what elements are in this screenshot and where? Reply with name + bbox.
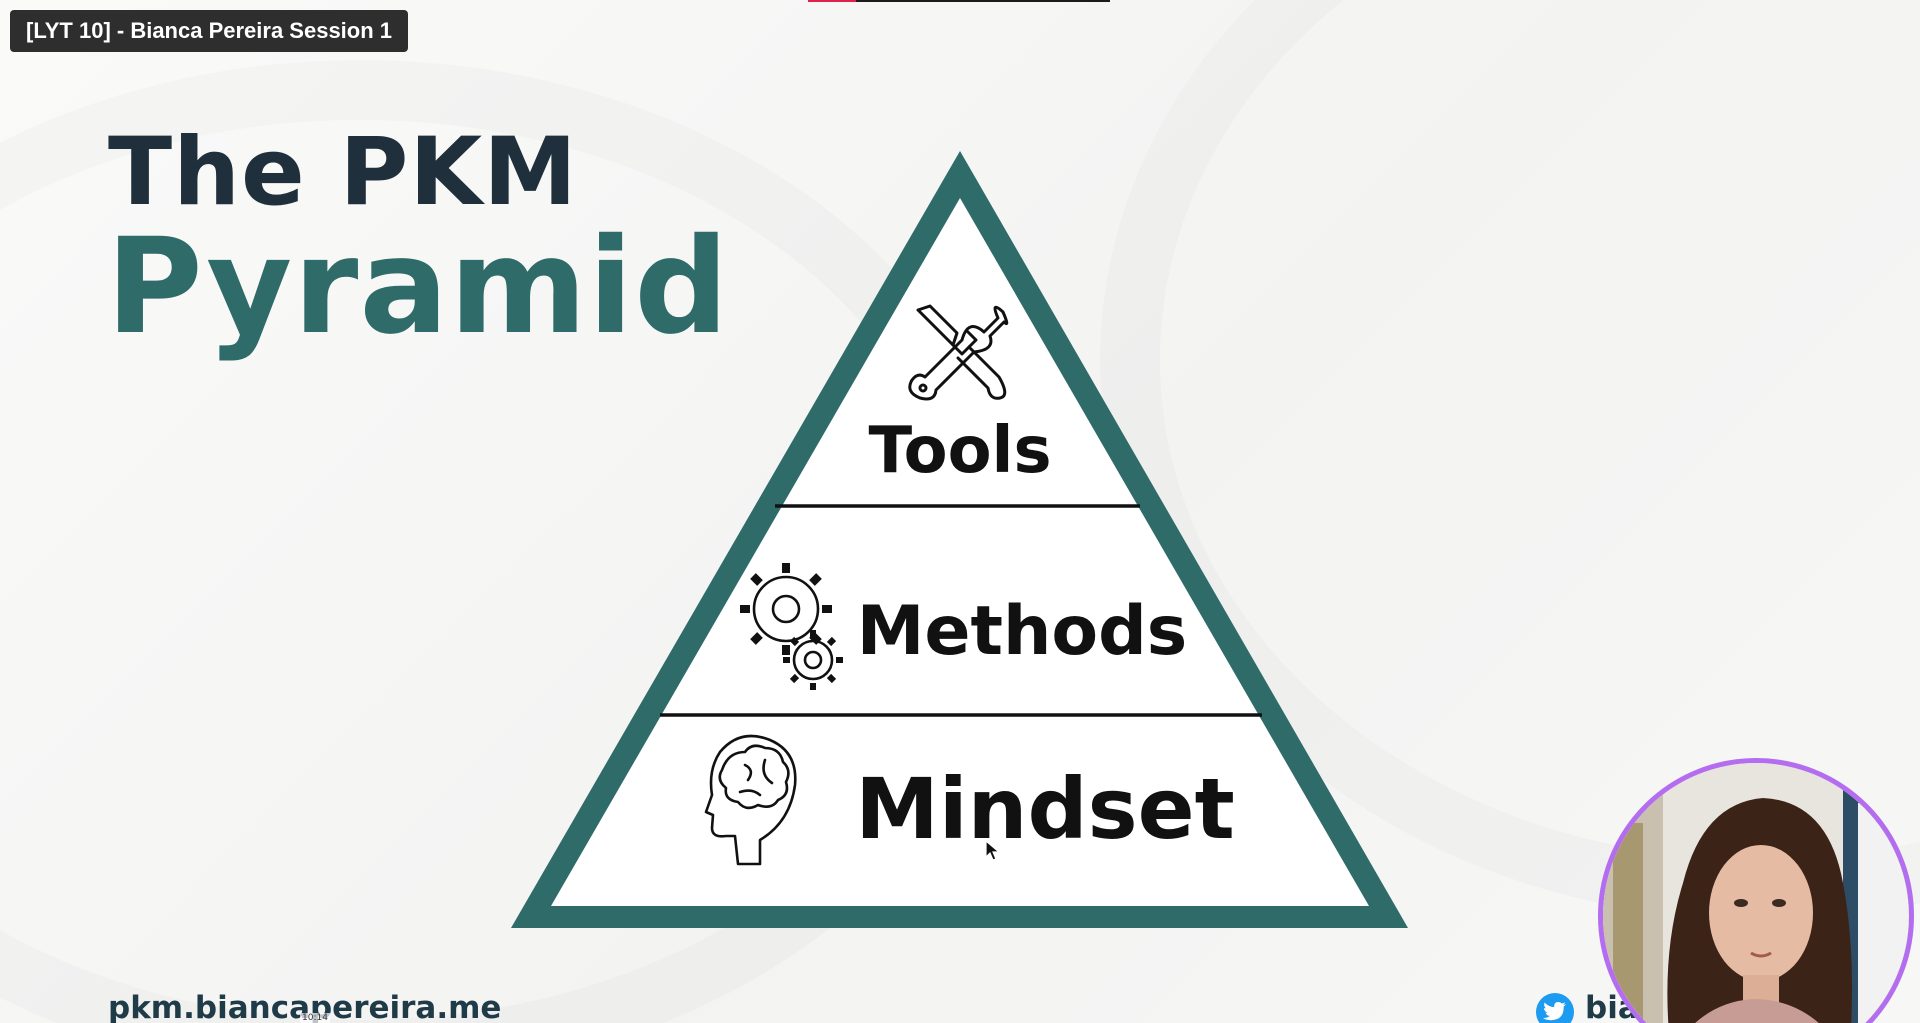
tools-icon	[908, 304, 1009, 401]
slide-title-line1: The PKM	[108, 118, 578, 227]
gears-icon	[740, 563, 843, 690]
presenter-video-frame	[1603, 763, 1909, 1023]
head-brain-icon	[704, 734, 797, 866]
video-timestamp: 10:14	[300, 1013, 330, 1023]
pyramid-inner	[551, 198, 1369, 906]
mouse-cursor-icon	[985, 840, 1001, 861]
slide-title-line2: Pyramid	[106, 210, 730, 364]
tier-label-mindset: Mindset	[855, 760, 1234, 858]
video-progress-played	[808, 0, 857, 2]
tier-label-methods: Methods	[857, 592, 1188, 671]
video-progress-bar[interactable]	[808, 0, 1110, 2]
twitter-icon	[1536, 993, 1574, 1023]
session-title-label: [LYT 10] - Bianca Pereira Session 1	[10, 10, 409, 52]
tier-label-tools: Tools	[868, 414, 1051, 488]
